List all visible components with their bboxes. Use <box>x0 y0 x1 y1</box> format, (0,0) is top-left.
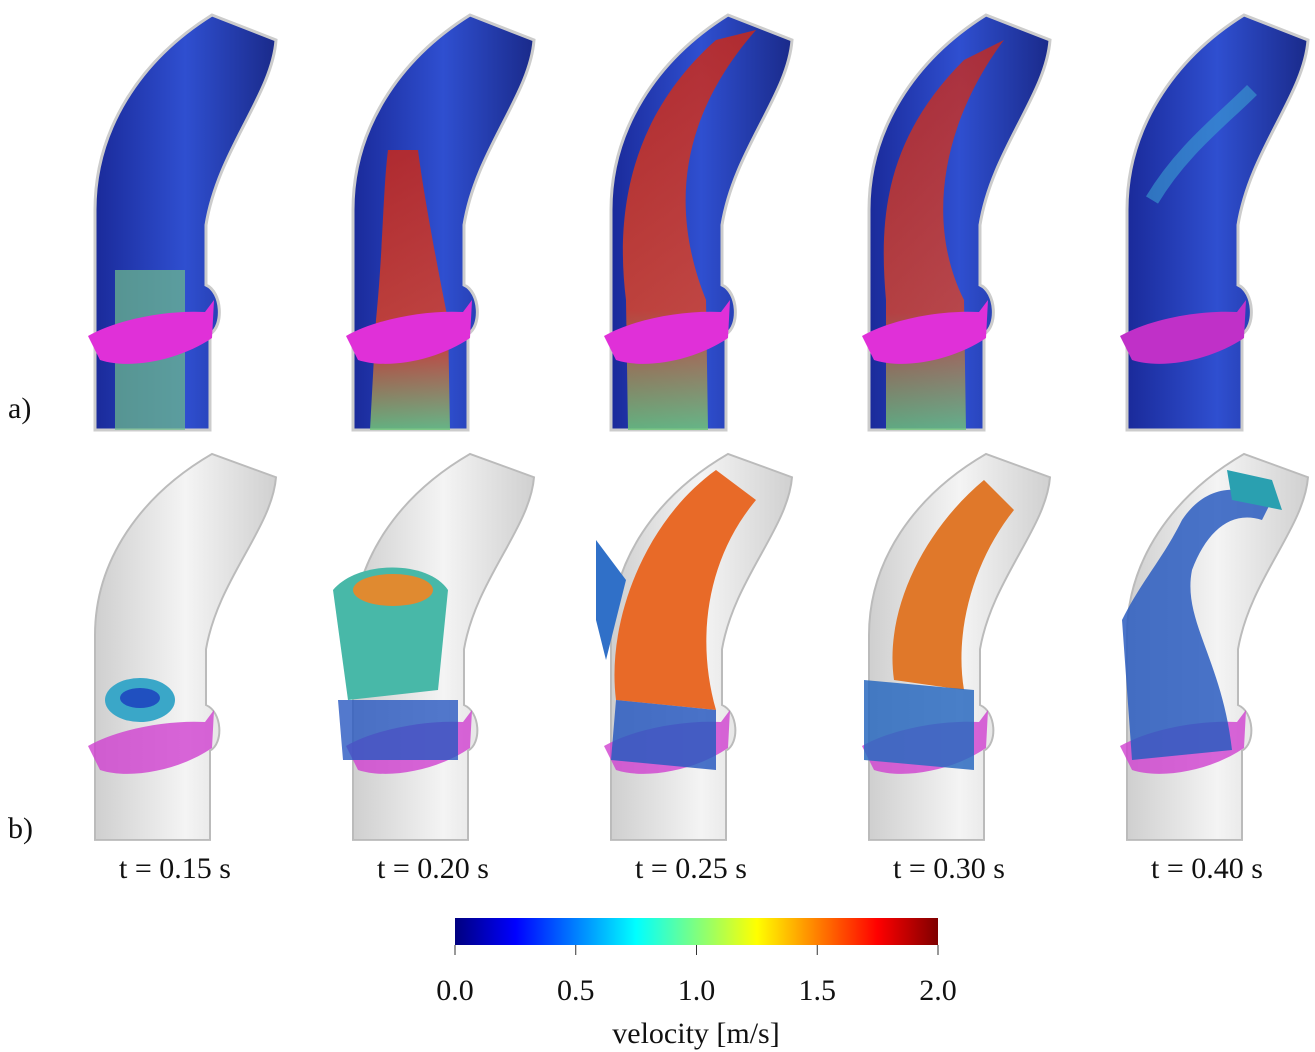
time-label: t = 0.30 s <box>893 852 1005 885</box>
time-label: t = 0.40 s <box>1151 852 1263 885</box>
time-label: t = 0.15 s <box>119 852 231 885</box>
colorbar-tick-label: 1.0 <box>678 974 716 1007</box>
colorbar-tick-label: 0.0 <box>436 974 474 1007</box>
colorbar <box>455 918 938 945</box>
row-a <box>88 15 1308 430</box>
time-labels: t = 0.15 s t = 0.20 s t = 0.25 s t = 0.30 s… <box>119 852 1263 885</box>
colorbar-ticks: 0.0 0.5 1.0 1.5 2.0 <box>436 945 957 1007</box>
panel-label: a) <box>8 392 31 425</box>
colorbar-label: velocity [m/s] <box>612 1017 779 1050</box>
colorbar-tick-label: 0.5 <box>557 974 595 1007</box>
panel-label: b) <box>8 812 33 845</box>
colorbar-tick-label: 1.5 <box>799 974 837 1007</box>
time-label: t = 0.20 s <box>377 852 489 885</box>
time-label: t = 0.25 s <box>635 852 747 885</box>
row-b <box>88 454 1308 840</box>
figure: a) b) t = 0.15 st = 0.20 st = 0.25 st = … <box>0 0 1315 1052</box>
colorbar-tick-label: 2.0 <box>919 974 957 1007</box>
